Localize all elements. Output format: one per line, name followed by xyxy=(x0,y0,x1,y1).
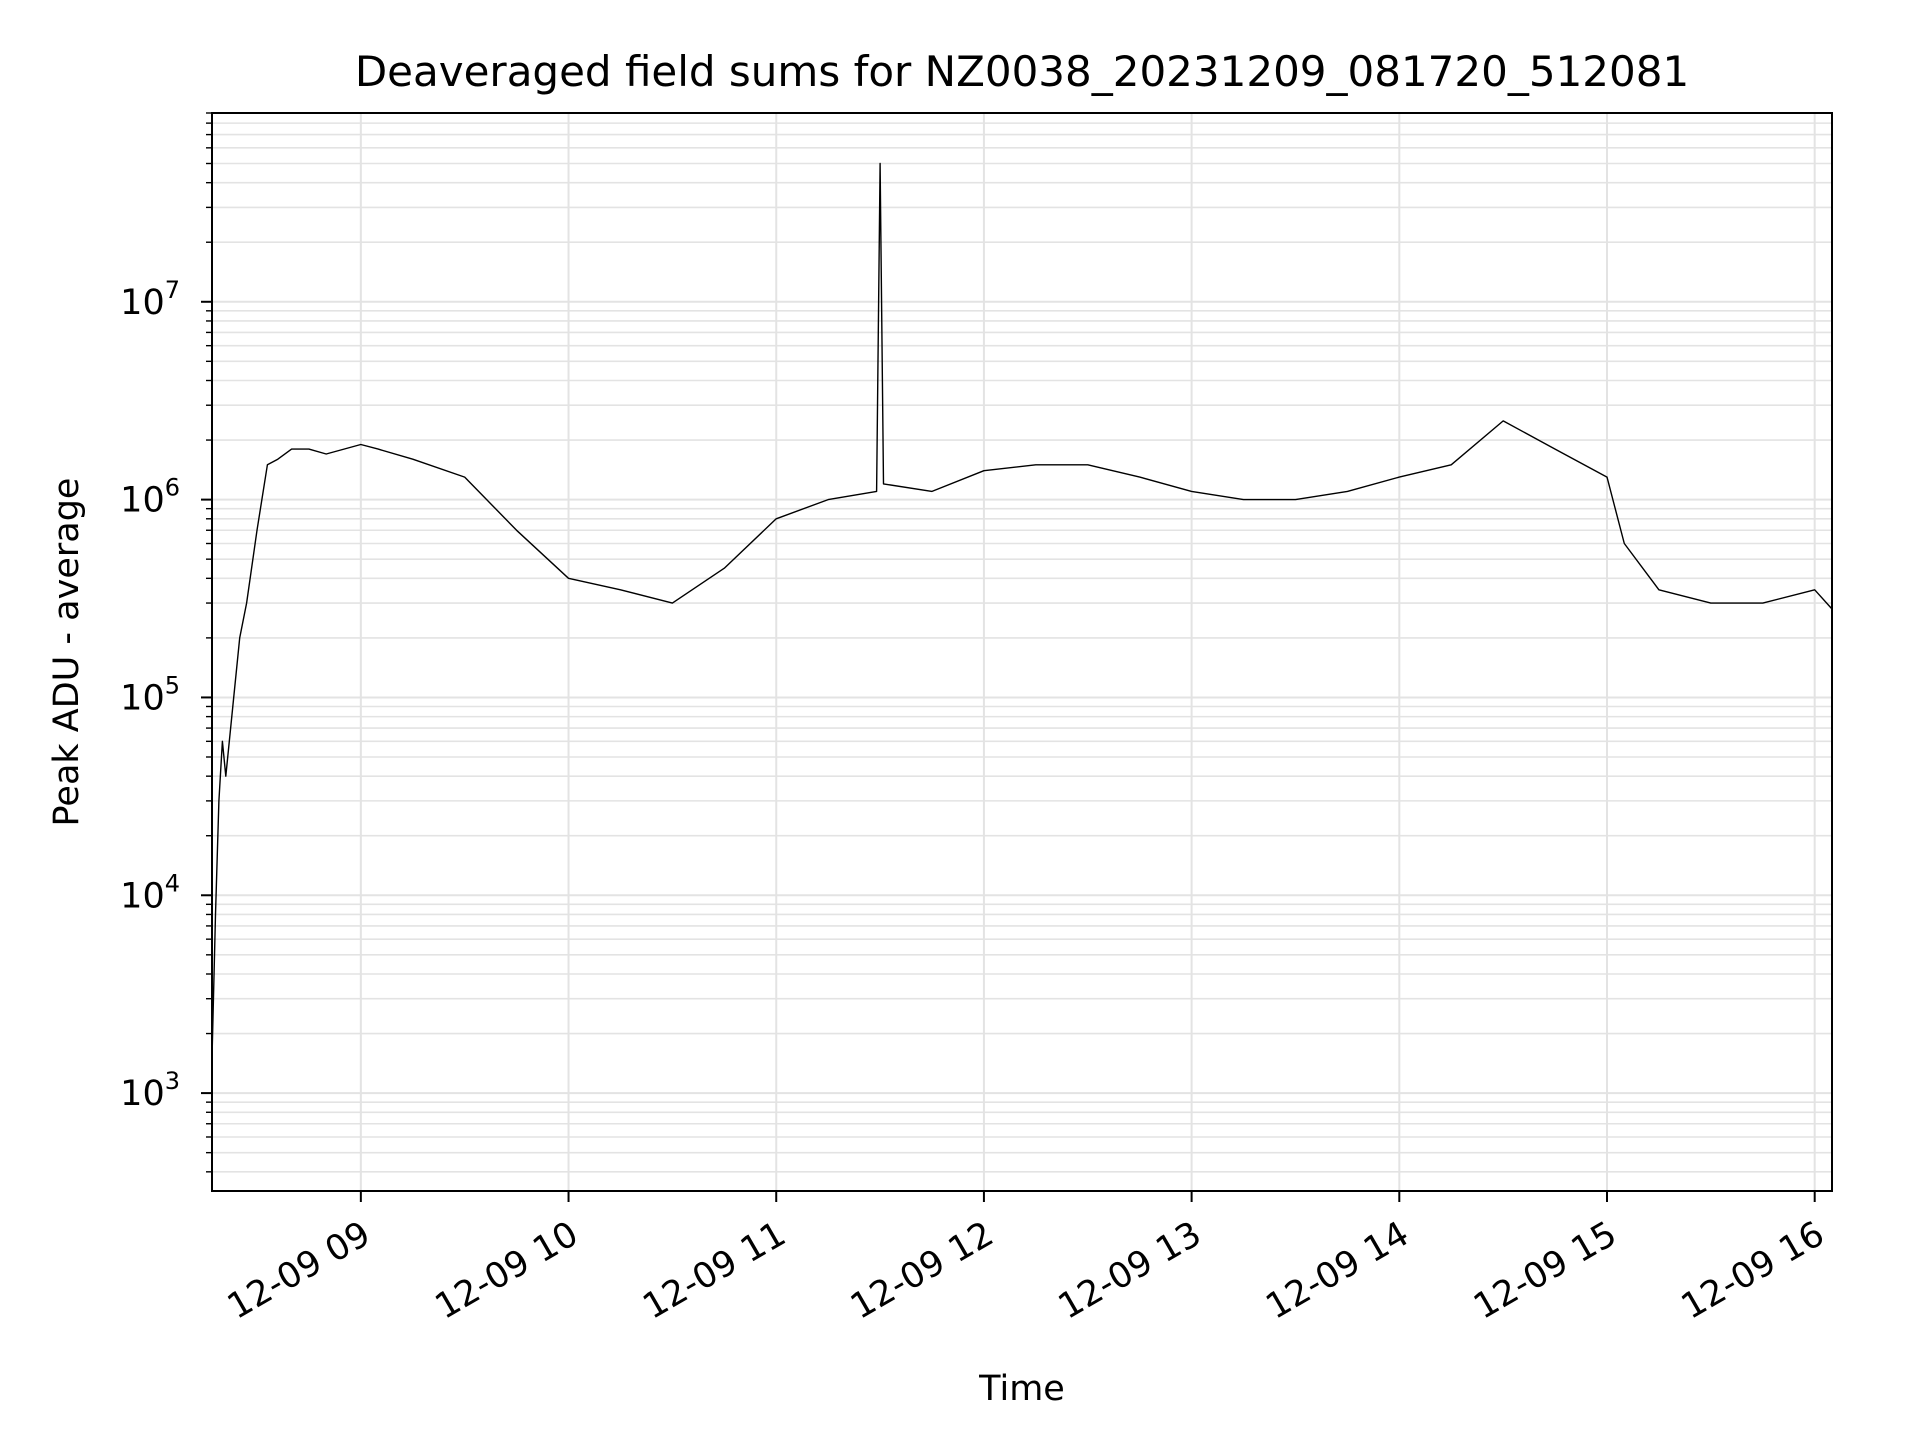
y-tick-exponent: 7 xyxy=(165,276,180,304)
y-tick-exponent: 4 xyxy=(165,869,180,897)
y-tick-exponent: 6 xyxy=(165,474,180,502)
major-gridlines xyxy=(212,113,1832,1191)
y-tick-exponent: 3 xyxy=(165,1067,180,1095)
y-axis-label: Peak ADU - average xyxy=(47,478,87,827)
minor-gridlines xyxy=(212,112,1832,1173)
plot-frame xyxy=(211,112,1833,1192)
x-axis-label: Time xyxy=(978,1369,1065,1409)
y-tick-exponent: 5 xyxy=(165,671,180,699)
y-tick-label: 103 xyxy=(120,1067,180,1114)
chart-title: Deaveraged field sums for NZ0038_2023120… xyxy=(355,47,1689,96)
series-line xyxy=(211,162,1833,1059)
